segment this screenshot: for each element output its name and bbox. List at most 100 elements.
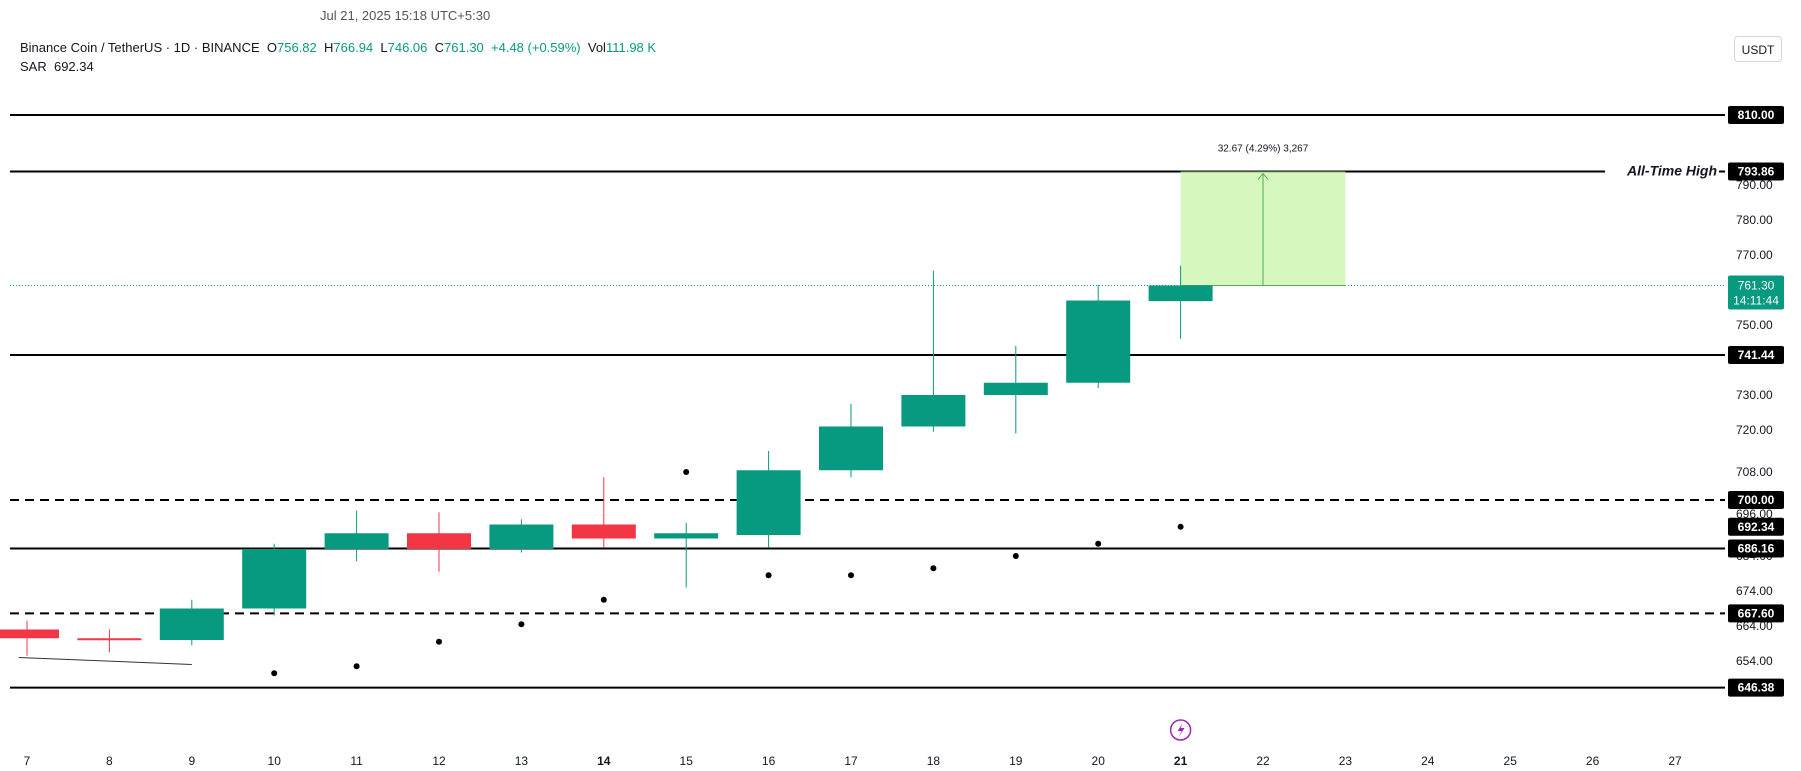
y-tick-label: 654.00 (1736, 654, 1773, 668)
trendline[interactable] (18, 657, 192, 665)
candle-body-21[interactable] (1148, 285, 1213, 302)
x-tick-label-20: 20 (1092, 754, 1106, 768)
sar-badge-bg (1728, 517, 1784, 536)
sar-dot-17 (848, 572, 854, 579)
sar-dot-18 (930, 565, 937, 572)
candle-body-15[interactable] (654, 533, 719, 539)
high-label: H (324, 40, 334, 55)
candle-body-7[interactable] (0, 629, 59, 639)
candle-body-9[interactable] (159, 608, 224, 641)
candle-body-8[interactable] (77, 638, 142, 641)
x-tick-label-22: 22 (1256, 754, 1270, 768)
open-label: O (266, 40, 277, 55)
candle-body-18[interactable] (901, 395, 966, 427)
measure-arrow-head (1257, 172, 1269, 180)
current-price-badge: 761.30 (1738, 278, 1775, 292)
candle-body-14[interactable] (571, 524, 636, 539)
level-badge-793.86: 793.86 (1738, 164, 1775, 178)
x-tick-label-18: 18 (927, 754, 941, 768)
level-badge-667.60-bg (1728, 604, 1784, 623)
ath-annotation: All-Time High (1626, 162, 1717, 178)
x-tick-label-14: 14 (597, 754, 611, 768)
sar-dot-13 (518, 621, 525, 628)
level-badge-686.16-bg (1728, 539, 1784, 558)
vol-label: Vol (587, 40, 606, 55)
sar-dot-15 (683, 469, 690, 475)
candle-body-19[interactable] (983, 382, 1048, 395)
candle-body-13[interactable] (489, 524, 554, 550)
y-tick-label: 790.00 (1736, 178, 1773, 192)
level-badge-810.00: 810.00 (1738, 108, 1775, 122)
x-tick-label-10: 10 (268, 754, 282, 768)
vol-value: 111.98 K (605, 40, 657, 55)
level-badge-667.60: 667.60 (1738, 606, 1775, 620)
x-tick-label-16: 16 (762, 754, 776, 768)
level-badge-793.86-bg (1728, 162, 1784, 181)
level-badge-741.44: 741.44 (1738, 348, 1775, 362)
sar-dot-16 (765, 572, 772, 579)
sar-dot-14 (600, 596, 607, 603)
level-badge-741.44-bg (1728, 345, 1784, 364)
x-tick-label-11: 11 (350, 754, 363, 768)
x-tick-label-21: 21 (1174, 754, 1188, 768)
x-tick-label-25: 25 (1504, 754, 1518, 768)
candle-body-10[interactable] (242, 549, 307, 609)
sar-dot-20 (1095, 540, 1102, 547)
sar-dot-21 (1177, 523, 1184, 530)
change-value: +4.48 (+0.59%) (491, 40, 581, 55)
candle-body-17[interactable] (819, 426, 883, 471)
candle-body-12[interactable] (407, 533, 471, 549)
timestamp: Jul 21, 2025 15:18 UTC+5:30 (320, 8, 491, 23)
y-tick-label: 730.00 (1736, 388, 1773, 402)
symbol-info: Binance Coin / TetherUS · 1D · BINANCE O… (20, 40, 656, 55)
x-tick-label-15: 15 (680, 754, 694, 768)
x-tick-label-12: 12 (432, 754, 446, 768)
level-badge-646.38-bg (1728, 678, 1784, 697)
sar-dot-12 (436, 638, 442, 645)
open-value: 756.82 (277, 40, 317, 55)
y-tick-label: 664.00 (1736, 619, 1773, 633)
candle-body-16[interactable] (736, 470, 801, 535)
x-tick-label-7: 7 (24, 754, 31, 768)
x-tick-label-24: 24 (1421, 754, 1435, 768)
y-tick-label: 750.00 (1736, 318, 1773, 332)
currency-button[interactable]: USDT (1734, 36, 1782, 62)
x-tick-label-23: 23 (1339, 754, 1353, 768)
x-tick-label-8: 8 (106, 754, 113, 768)
y-tick-label: 696.00 (1736, 507, 1773, 521)
sar-badge: 692.34 (1738, 520, 1775, 534)
high-value: 766.94 (333, 40, 374, 55)
sar-label: SAR (20, 59, 47, 74)
current-price-badge-bg (1728, 275, 1784, 310)
level-badge-700.00-bg (1728, 491, 1784, 509)
level-badge-810.00-bg (1728, 106, 1784, 124)
timestamp-line: Jul 21, 2025 15:18 UTC+5:30 (20, 8, 490, 23)
level-badge-686.16: 686.16 (1738, 541, 1775, 555)
sar-dot-19 (1012, 553, 1019, 559)
low-label: L (380, 40, 388, 55)
sar-indicator[interactable]: SAR 692.34 (20, 59, 94, 74)
close-value: 761.30 (444, 40, 484, 55)
x-tick-label-26: 26 (1586, 754, 1600, 768)
sar-dot-10 (271, 670, 278, 677)
x-tick-label-19: 19 (1009, 754, 1023, 768)
lightning-glyph (1177, 723, 1185, 737)
x-tick-label-27: 27 (1668, 754, 1682, 768)
ath-annotation-bg (1605, 161, 1719, 180)
low-value: 746.06 (387, 40, 428, 55)
level-badge-646.38: 646.38 (1738, 681, 1775, 695)
close-label: C (434, 40, 445, 55)
x-tick-label-13: 13 (515, 754, 529, 768)
y-tick-label: 674.00 (1736, 584, 1773, 598)
measure-label: 32.67 (4.29%) 3,267 (1218, 143, 1309, 154)
level-badge-700.00: 700.00 (1738, 493, 1775, 507)
x-tick-label-17: 17 (844, 754, 858, 768)
symbol-name[interactable]: Binance Coin / TetherUS · 1D · BINANCE (20, 40, 260, 55)
candle-body-20[interactable] (1066, 300, 1131, 383)
y-tick-label: 780.00 (1736, 213, 1773, 227)
y-tick-label: 708.00 (1736, 465, 1773, 479)
x-tick-label-9: 9 (188, 754, 195, 768)
candle-body-11[interactable] (324, 533, 389, 549)
y-tick-label: 720.00 (1736, 423, 1773, 437)
